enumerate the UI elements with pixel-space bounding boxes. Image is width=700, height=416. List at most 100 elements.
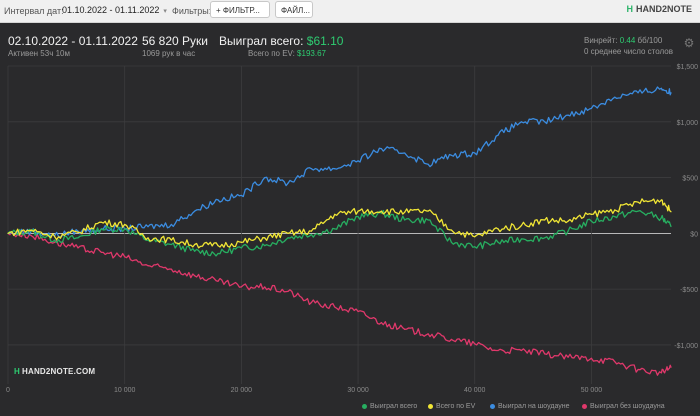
data-point (217, 280, 219, 282)
won-total: Выиграл всего: $61.10 (219, 34, 343, 48)
data-point (240, 241, 242, 243)
data-point (427, 163, 429, 165)
data-point (54, 236, 56, 238)
series-lines (7, 86, 672, 376)
data-point (334, 228, 336, 230)
data-point (404, 211, 406, 213)
data-point (497, 134, 499, 136)
winrate-value: 0.44 (619, 36, 636, 45)
x-tick-label: 10 000 (114, 387, 136, 394)
data-point (404, 152, 406, 154)
y-tick-labels: $1,500 $1,000 $500 $0 -$500 -$1,000 (674, 64, 698, 350)
data-point (287, 290, 289, 292)
x-tick-labels: 0 10 000 20 000 30 000 40 000 50 000 (6, 387, 602, 394)
data-point (474, 246, 476, 248)
data-point (77, 231, 79, 233)
data-point (427, 333, 429, 335)
legend-item-won[interactable]: Выиграл всего (362, 403, 417, 410)
data-point (670, 366, 672, 368)
data-point (614, 209, 616, 211)
legend-item-non-showdown[interactable]: Выиграл без шоудауна (582, 403, 665, 410)
data-point (100, 221, 102, 223)
avg-tables: 0 среднее число столов (584, 47, 673, 56)
data-point (310, 233, 312, 236)
data-point (450, 229, 453, 231)
data-point (474, 343, 476, 345)
data-point (170, 223, 172, 226)
data-point (194, 250, 196, 252)
legend-dot (490, 403, 495, 409)
winrate: Винрейт: 0.44 бб/100 (584, 36, 662, 45)
ev-total-value: $193.67 (297, 49, 326, 58)
data-point (147, 239, 149, 241)
legend-item-ev[interactable]: Всего по EV (428, 403, 475, 410)
data-point (614, 96, 616, 98)
data-point (520, 238, 523, 240)
non-showdown-line (7, 230, 672, 376)
data-point (217, 199, 219, 201)
data-point (357, 310, 359, 313)
data-point (637, 210, 639, 212)
data-point (670, 225, 672, 228)
data-point (334, 306, 336, 308)
data-point (77, 247, 79, 249)
chevron-down-icon: ▾ (163, 8, 167, 15)
data-point (310, 168, 312, 170)
ev-total: Всего по EV: $193.67 (248, 49, 326, 58)
y-tick-label: $0 (690, 231, 698, 238)
legend-dot (582, 403, 587, 409)
file-button-label: ФАЙЛ... (281, 6, 310, 15)
data-point (660, 217, 663, 219)
data-point (217, 245, 219, 247)
data-point (380, 147, 382, 150)
plus-icon: + (216, 6, 221, 15)
x-tick-label: 0 (6, 387, 10, 394)
data-point (450, 241, 453, 243)
x-gridlines (7, 66, 592, 384)
data-point (240, 247, 242, 249)
data-point (264, 237, 266, 239)
data-point (357, 160, 359, 162)
data-point (357, 216, 359, 218)
data-point (520, 121, 523, 123)
data-point (670, 211, 672, 213)
legend-item-showdown[interactable]: Выиграл на шоудауне (490, 403, 570, 410)
file-button[interactable]: ФАЙЛ... (275, 1, 313, 18)
data-point (30, 229, 32, 231)
active-time: Активен 53ч 10м (8, 49, 70, 58)
interval-label: Интервал дат: (4, 6, 64, 16)
hand2note-logo: H HAND2NOTE (626, 4, 692, 14)
data-point (77, 230, 79, 232)
date-range-picker[interactable]: 01.10.2022 - 01.11.2022 ▾ (58, 2, 171, 18)
legend-dot (428, 403, 433, 409)
hands-per-hour: 1069 рук в час (142, 49, 196, 58)
y-tick-label: $500 (682, 176, 698, 183)
data-point (287, 237, 289, 239)
data-point (334, 213, 336, 215)
data-point (264, 176, 266, 179)
x-tick-label: 30 000 (347, 387, 369, 394)
legend-label: Выиграл без шоудауна (590, 403, 665, 410)
hands-count: 56 820 Руки (142, 34, 208, 48)
data-point (637, 92, 639, 94)
data-point (124, 228, 126, 230)
data-point (54, 239, 56, 241)
ev-total-label: Всего по EV: (248, 49, 295, 58)
data-point (450, 338, 453, 340)
data-point (380, 322, 382, 324)
data-point (497, 241, 499, 243)
data-point (567, 114, 569, 116)
data-point (590, 213, 593, 215)
data-point (287, 182, 289, 184)
data-point (170, 243, 172, 246)
x-tick-label: 20 000 (231, 387, 253, 394)
profit-chart: $1,500 $1,000 $500 $0 -$500 -$1,000 0 10 000 20… (6, 64, 698, 394)
data-point (194, 275, 196, 277)
summary-date-range: 02.10.2022 - 01.11.2022 (8, 34, 138, 48)
gear-icon[interactable]: ⚙ (683, 36, 695, 50)
data-point (474, 236, 476, 238)
add-filter-button[interactable]: + ФИЛЬТР... (210, 1, 270, 18)
data-point (544, 121, 546, 123)
chart-legend: Выиграл всего Всего по EV Выиграл на шоу… (0, 400, 700, 414)
data-point (497, 228, 499, 230)
